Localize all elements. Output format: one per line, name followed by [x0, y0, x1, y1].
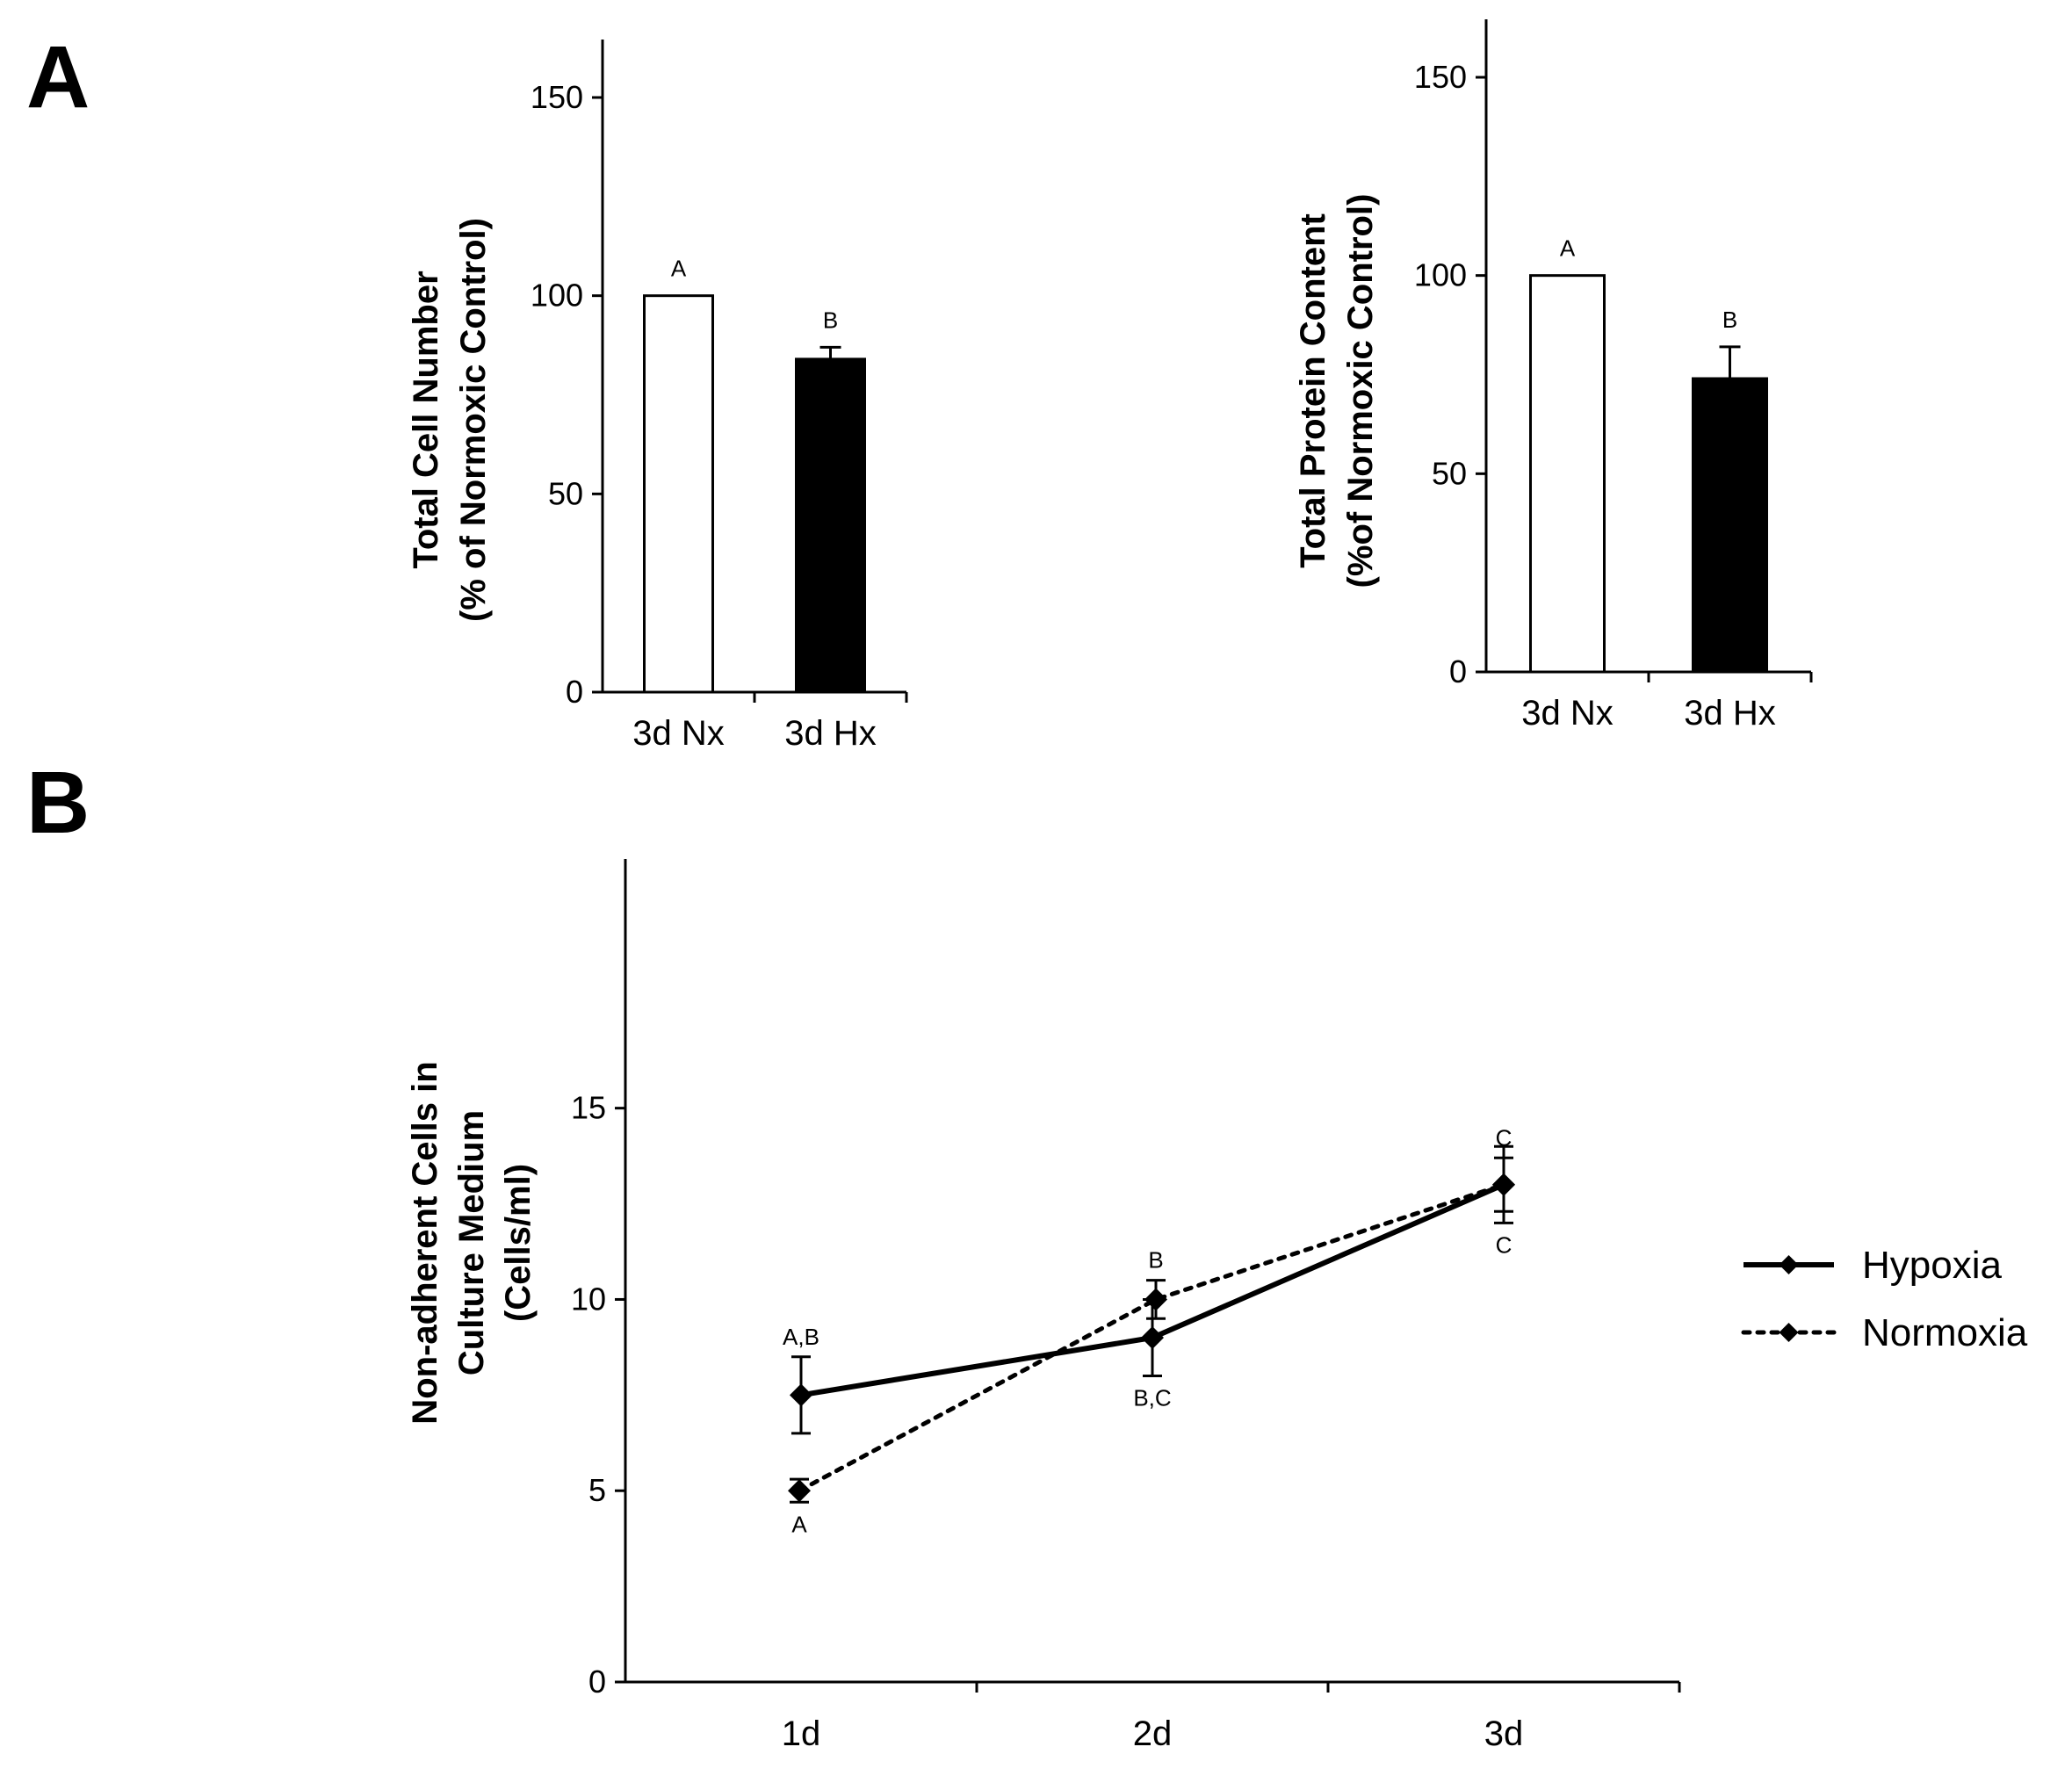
data-point-normoxia — [1144, 1288, 1167, 1311]
cell-number-x-label: 3d Nx — [632, 714, 725, 753]
non-adherent-ytick-label: 10 — [571, 1281, 606, 1317]
sig-label-hypoxia: A,B — [783, 1324, 819, 1350]
protein-content-ylabel-line1: Total Protein Content — [1294, 213, 1332, 568]
cell-number-sig-label: A — [671, 256, 687, 282]
protein-content-ytick-label: 150 — [1414, 59, 1467, 95]
data-point-hypoxia — [1141, 1326, 1164, 1349]
protein-content-bar — [1692, 377, 1768, 674]
cell-number-chart: Total Cell Number (% of Normoxic Control… — [407, 40, 908, 753]
series-line-normoxia — [797, 1182, 1506, 1493]
non-adherent-x-label: 3d — [1484, 1714, 1524, 1753]
legend-label-normoxia: Normoxia — [1862, 1311, 2028, 1354]
cell-number-ytick-label: 0 — [566, 674, 583, 710]
protein-content-ylabel-line2: (%of Normoxic Control) — [1341, 194, 1380, 588]
non-adherent-ytick-label: 5 — [588, 1472, 606, 1508]
cell-number-sig-label: B — [823, 307, 838, 333]
cell-number-ylabel-line1: Total Cell Number — [407, 271, 445, 568]
panel-label-a: A — [26, 28, 90, 126]
protein-content-x-label: 3d Hx — [1684, 694, 1776, 733]
cell-number-ylabel-line2: (% of Normoxic Control) — [454, 218, 493, 622]
cell-number-ytick-label: 100 — [531, 278, 583, 314]
data-point-hypoxia — [790, 1383, 812, 1407]
sig-label-hypoxia: C — [1496, 1231, 1512, 1258]
sig-label-normoxia: A — [791, 1511, 807, 1537]
protein-content-bar — [1529, 274, 1606, 674]
cell-number-bar — [795, 357, 866, 694]
non-adherent-x-label: 2d — [1133, 1714, 1173, 1753]
data-point-normoxia — [1492, 1173, 1515, 1196]
non-adherent-ylabel-line2: Culture Medium — [452, 1110, 491, 1375]
legend-label-hypoxia: Hypoxia — [1862, 1244, 2002, 1287]
data-point-normoxia — [788, 1479, 811, 1503]
protein-content-ytick-label: 0 — [1449, 653, 1467, 689]
protein-content-ytick-label: 50 — [1432, 455, 1467, 491]
protein-content-x-label: 3d Nx — [1521, 694, 1614, 733]
panel-label-b: B — [26, 754, 90, 852]
sig-label-hypoxia: B,C — [1133, 1385, 1171, 1411]
sig-label-normoxia: C — [1496, 1124, 1512, 1151]
protein-content-sig-label: B — [1722, 307, 1737, 333]
cell-number-ytick-label: 150 — [531, 79, 583, 115]
cell-number-x-label: 3d Hx — [784, 714, 877, 753]
non-adherent-ylabel-line3: (Cells/ml) — [499, 1164, 538, 1322]
protein-content-chart: Total Protein Content (%of Normoxic Cont… — [1294, 19, 1813, 733]
cell-number-ytick-label: 50 — [548, 475, 583, 511]
sig-label-normoxia: B — [1148, 1247, 1163, 1274]
cell-number-bar — [643, 294, 714, 694]
legend-marker-hypoxia — [1779, 1255, 1799, 1274]
non-adherent-x-label: 1d — [782, 1714, 821, 1753]
non-adherent-ytick-label: 15 — [571, 1090, 606, 1126]
legend-marker-normoxia — [1779, 1323, 1799, 1342]
protein-content-ytick-label: 100 — [1414, 257, 1467, 293]
non-adherent-ylabel-line1: Non-adherent Cells in — [406, 1061, 444, 1424]
non-adherent-chart: Non-adherent Cells in Culture Medium (Ce… — [406, 859, 2028, 1753]
protein-content-sig-label: A — [1560, 235, 1576, 262]
legend: Hypoxia Normoxia — [1741, 1244, 2028, 1354]
non-adherent-ytick-label: 0 — [588, 1664, 606, 1700]
